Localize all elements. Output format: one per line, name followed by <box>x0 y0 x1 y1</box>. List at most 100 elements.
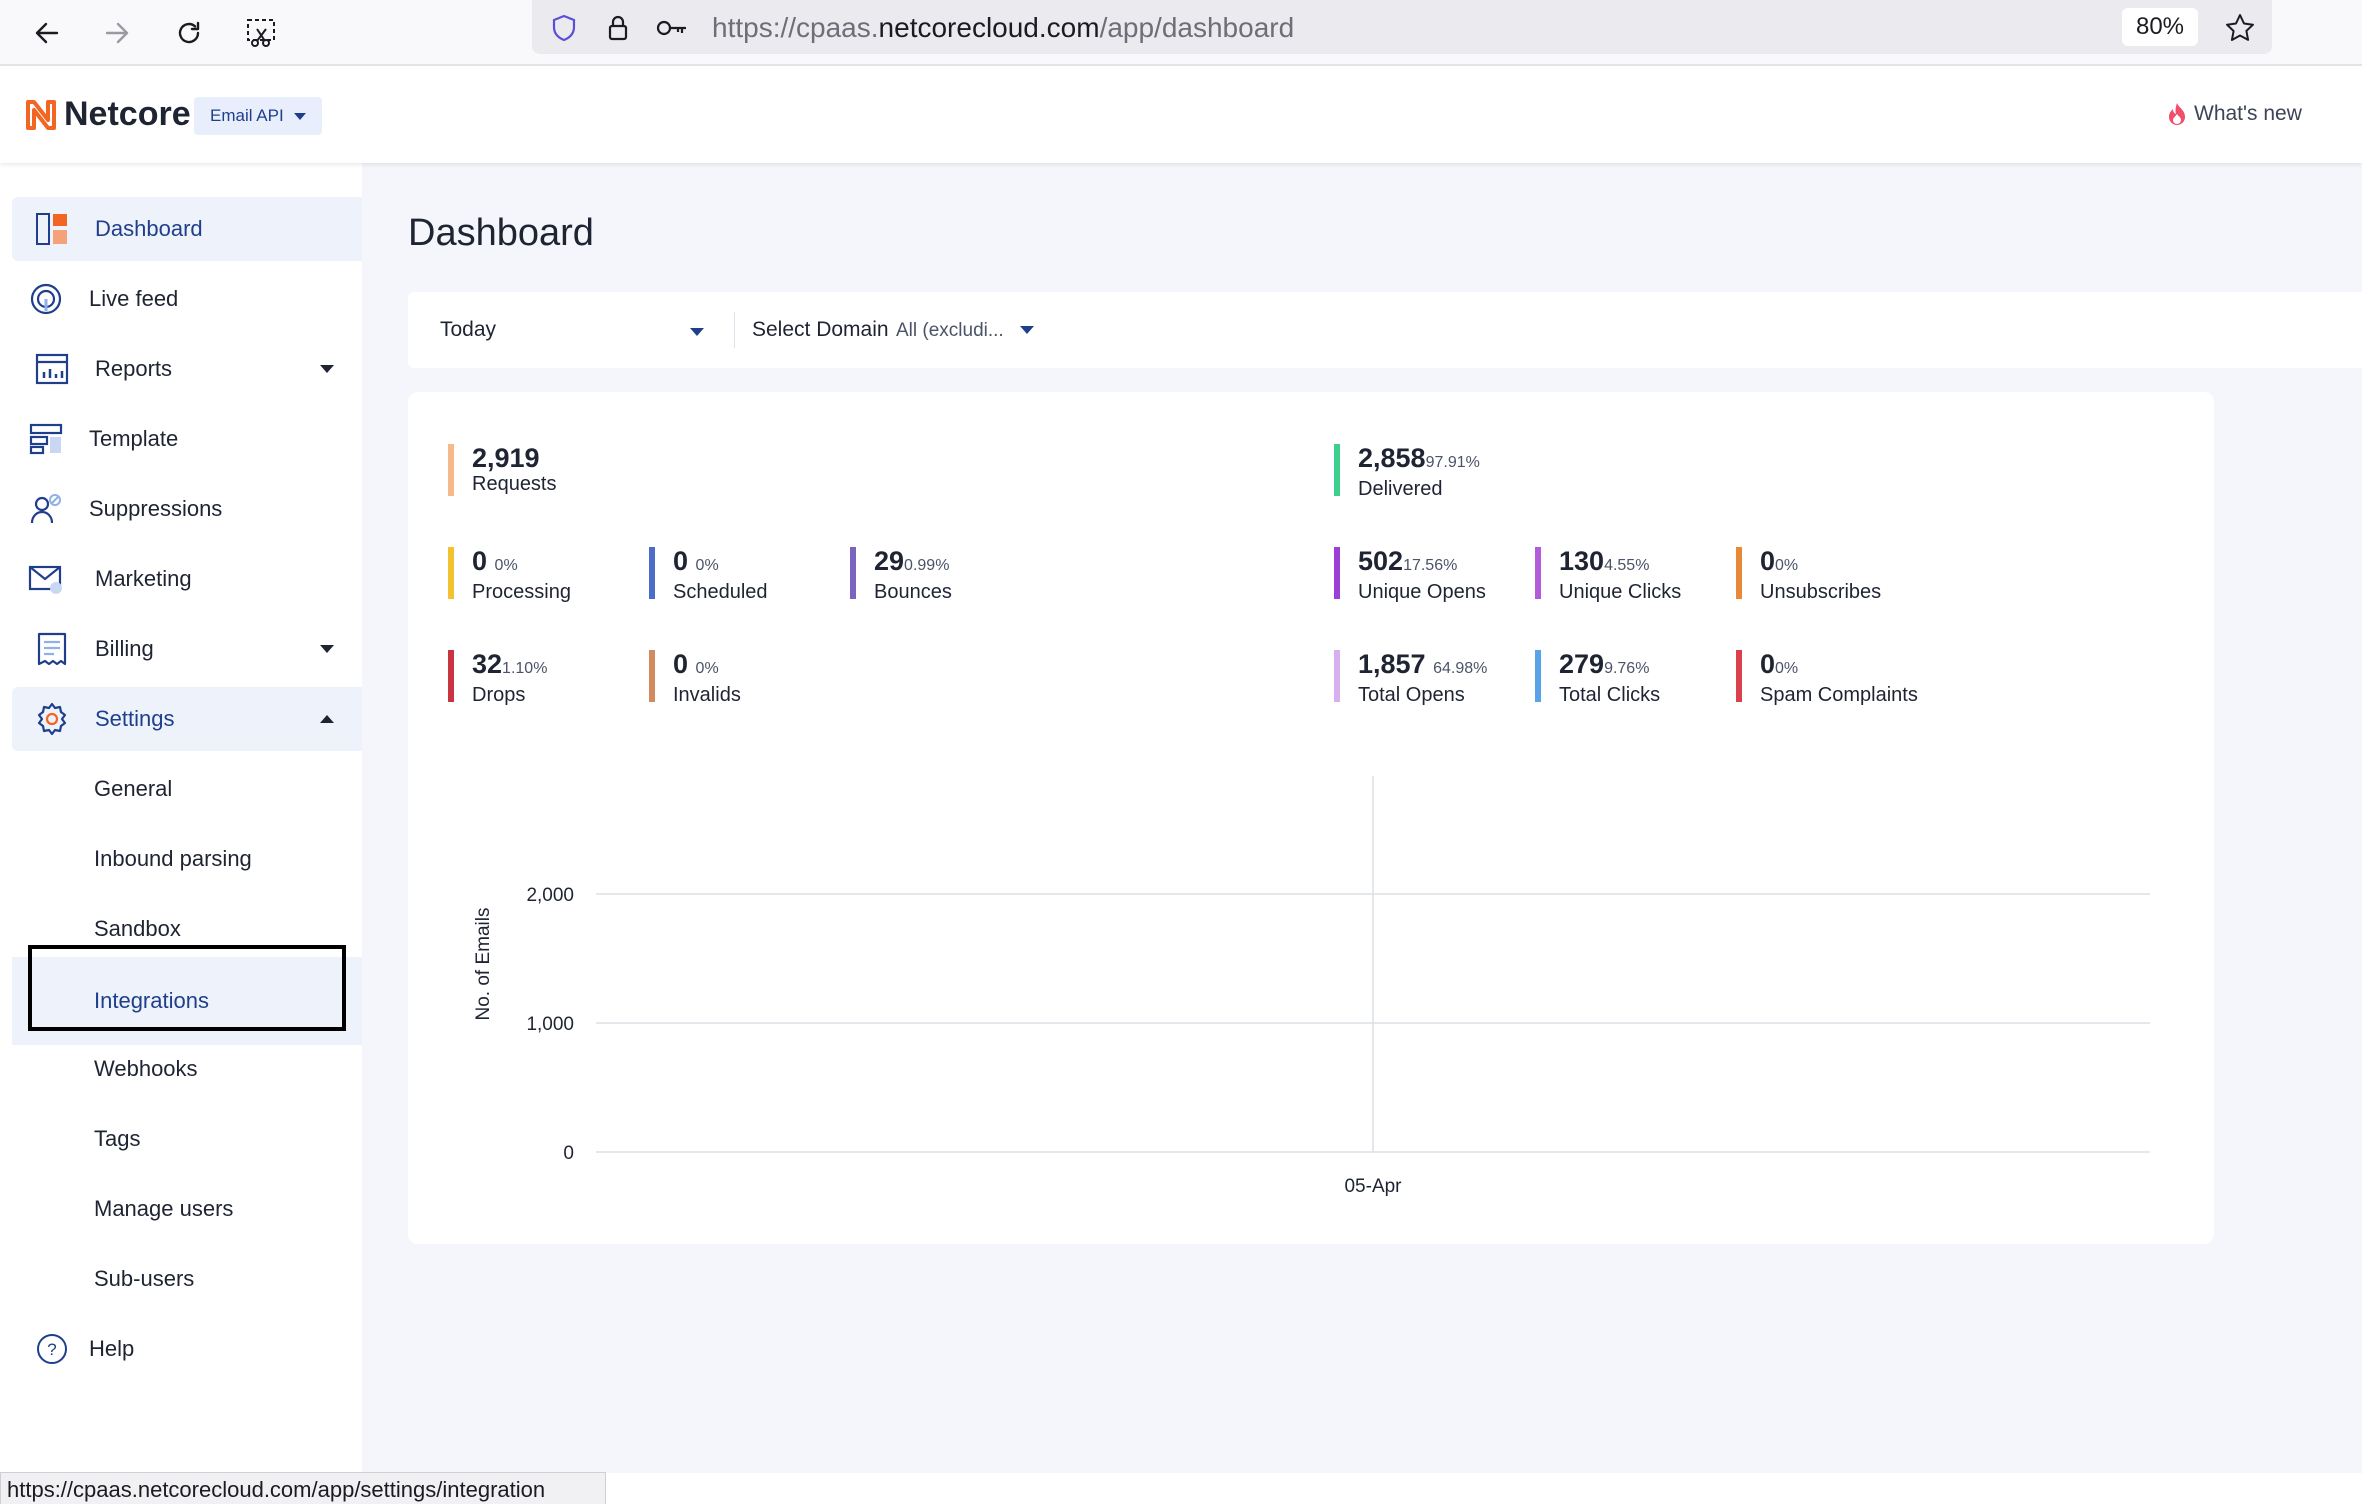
y-tick-label: 2,000 <box>526 885 574 906</box>
page-title: Dashboard <box>408 212 594 254</box>
sidebar-item-billing[interactable]: Billing <box>12 617 362 681</box>
stat-percent: 97.91% <box>1425 454 1480 471</box>
sidebar-sub-sub-users[interactable]: Sub-users <box>94 1266 195 1291</box>
chevron-down-icon <box>293 112 306 120</box>
stat-label: Scheduled <box>673 581 768 603</box>
stats-card: 2,919 Requests 2,85897.91% Delivered 0 0… <box>408 392 2214 1244</box>
sidebar-sub-manage-users[interactable]: Manage users <box>94 1196 234 1221</box>
stat-value: 279 <box>1559 649 1605 679</box>
period-select[interactable]: Today <box>440 318 497 341</box>
sidebar-sub-general[interactable]: General <box>94 776 173 801</box>
stat-requests: 2,919 Requests <box>448 444 557 496</box>
sidebar-sub-inbound-parsing[interactable]: Inbound parsing <box>94 846 252 871</box>
key-icon[interactable] <box>652 8 692 48</box>
y-tick-label: 1,000 <box>526 1014 574 1035</box>
emails-chart: 0 1,000 2,000 05-Apr No. of Emails <box>473 776 2150 1197</box>
sidebar-sub-tags[interactable]: Tags <box>94 1126 141 1151</box>
stat-percent: 0% <box>695 557 719 574</box>
stat-label: Spam Complaints <box>1760 684 1918 706</box>
url-text[interactable]: https://cpaas.netcorecloud.com/app/dashb… <box>712 12 1295 43</box>
stat-total-opens: 1,857 64.98% Total Opens <box>1334 649 1488 706</box>
whats-new-label: What's new <box>2194 102 2302 125</box>
stat-label: Unique Opens <box>1358 581 1486 603</box>
stat-spam-complaints: 00% Spam Complaints <box>1736 650 1918 706</box>
domain-select[interactable]: All (excludi... <box>896 320 1004 341</box>
filter-divider <box>734 312 735 348</box>
stat-delivered: 2,85897.91% Delivered <box>1334 444 1480 500</box>
svg-text:?: ? <box>47 1340 56 1359</box>
app-header: Netcore Email API What's new <box>0 67 2362 163</box>
stat-value: 0 <box>673 649 689 679</box>
stat-processing: 0 0% Processing <box>448 547 571 603</box>
forward-icon[interactable] <box>92 8 142 58</box>
stat-label: Total Clicks <box>1559 684 1661 706</box>
stat-label: Processing <box>472 581 571 603</box>
stat-drops: 321.10% Drops <box>448 649 547 706</box>
sidebar-item-settings[interactable]: Settings <box>12 687 362 751</box>
stat-value: 130 <box>1559 546 1605 576</box>
chevron-down-icon <box>320 365 334 373</box>
sidebar-item-help[interactable]: ? Help <box>12 1317 362 1381</box>
netcore-logo[interactable]: Netcore <box>24 95 191 134</box>
stat-label: Unique Clicks <box>1559 581 1682 603</box>
stat-bounces: 290.99% Bounces <box>850 546 952 603</box>
product-selector[interactable]: Email API <box>194 97 322 135</box>
flame-icon <box>2169 103 2185 125</box>
stat-unsubscribes: 00% Unsubscribes <box>1736 546 1881 603</box>
domain-label: Select Domain <box>752 318 889 341</box>
sidebar-item-template[interactable]: Template <box>12 407 362 471</box>
template-icon <box>26 419 66 459</box>
chevron-down-icon <box>320 645 334 653</box>
netcore-logo-icon <box>26 99 56 130</box>
stat-value: 29 <box>874 546 905 576</box>
stat-unique-clicks: 1304.55% Unique Clicks <box>1535 546 1681 603</box>
product-label: Email API <box>210 106 284 125</box>
browser-toolbar: https://cpaas.netcorecloud.com/app/dashb… <box>0 0 2362 66</box>
stat-invalids: 0 0% Invalids <box>649 649 741 706</box>
y-axis-label: No. of Emails <box>473 908 494 1021</box>
stat-label: Drops <box>472 684 526 706</box>
filter-bar: Today Select Domain All (excludi... <box>408 292 2362 368</box>
stat-label: Total Opens <box>1358 684 1465 706</box>
stat-value: 32 <box>472 649 503 679</box>
sidebar-sub-webhooks[interactable]: Webhooks <box>94 1056 198 1081</box>
whats-new-link[interactable]: What's new <box>2166 101 2302 127</box>
stat-label: Delivered <box>1358 478 1443 500</box>
stat-percent: 64.98% <box>1433 660 1488 677</box>
sidebar-item-dashboard[interactable]: Dashboard <box>12 197 362 261</box>
screenshot-icon[interactable] <box>236 8 286 58</box>
chevron-down-icon[interactable] <box>1020 326 1034 334</box>
stat-value: 0 <box>1760 546 1776 576</box>
sidebar-item-suppressions[interactable]: Suppressions <box>12 477 362 541</box>
stat-percent: 9.76% <box>1604 660 1650 677</box>
gear-icon <box>32 699 72 739</box>
bookmark-star-icon[interactable] <box>2218 6 2262 50</box>
stat-percent: 0% <box>1775 660 1799 677</box>
x-tick-label: 05-Apr <box>1344 1176 1402 1197</box>
zoom-level[interactable]: 80% <box>2122 8 2198 46</box>
y-tick-label: 0 <box>563 1143 574 1164</box>
shield-icon[interactable] <box>544 8 584 48</box>
stat-value: 1,857 <box>1358 649 1426 679</box>
sidebar-sub-sandbox[interactable]: Sandbox <box>94 916 181 941</box>
stat-scheduled: 0 0% Scheduled <box>649 547 768 603</box>
sidebar-item-marketing[interactable]: Marketing <box>12 547 362 611</box>
sidebar-item-live-feed[interactable]: Live feed <box>12 267 362 331</box>
url-bar[interactable]: https://cpaas.netcorecloud.com/app/dashb… <box>532 0 2272 54</box>
billing-icon <box>32 629 72 669</box>
stat-label: Invalids <box>673 684 741 706</box>
stat-percent: 0% <box>494 557 518 574</box>
stat-label: Unsubscribes <box>1760 581 1882 603</box>
chevron-down-icon[interactable] <box>690 328 704 336</box>
help-icon: ? <box>32 1329 72 1369</box>
marketing-icon <box>26 559 66 599</box>
sidebar-item-reports[interactable]: Reports <box>12 337 362 401</box>
stat-label: Bounces <box>874 581 952 603</box>
lock-icon[interactable] <box>598 8 638 48</box>
status-bar-url: https://cpaas.netcorecloud.com/app/setti… <box>0 1472 606 1504</box>
stat-percent: 17.56% <box>1403 557 1458 574</box>
sidebar: Dashboard Live feed Reports Template Sup… <box>0 163 362 1473</box>
back-icon[interactable] <box>22 8 72 58</box>
suppressions-icon <box>26 489 66 529</box>
reload-icon[interactable] <box>164 8 214 58</box>
